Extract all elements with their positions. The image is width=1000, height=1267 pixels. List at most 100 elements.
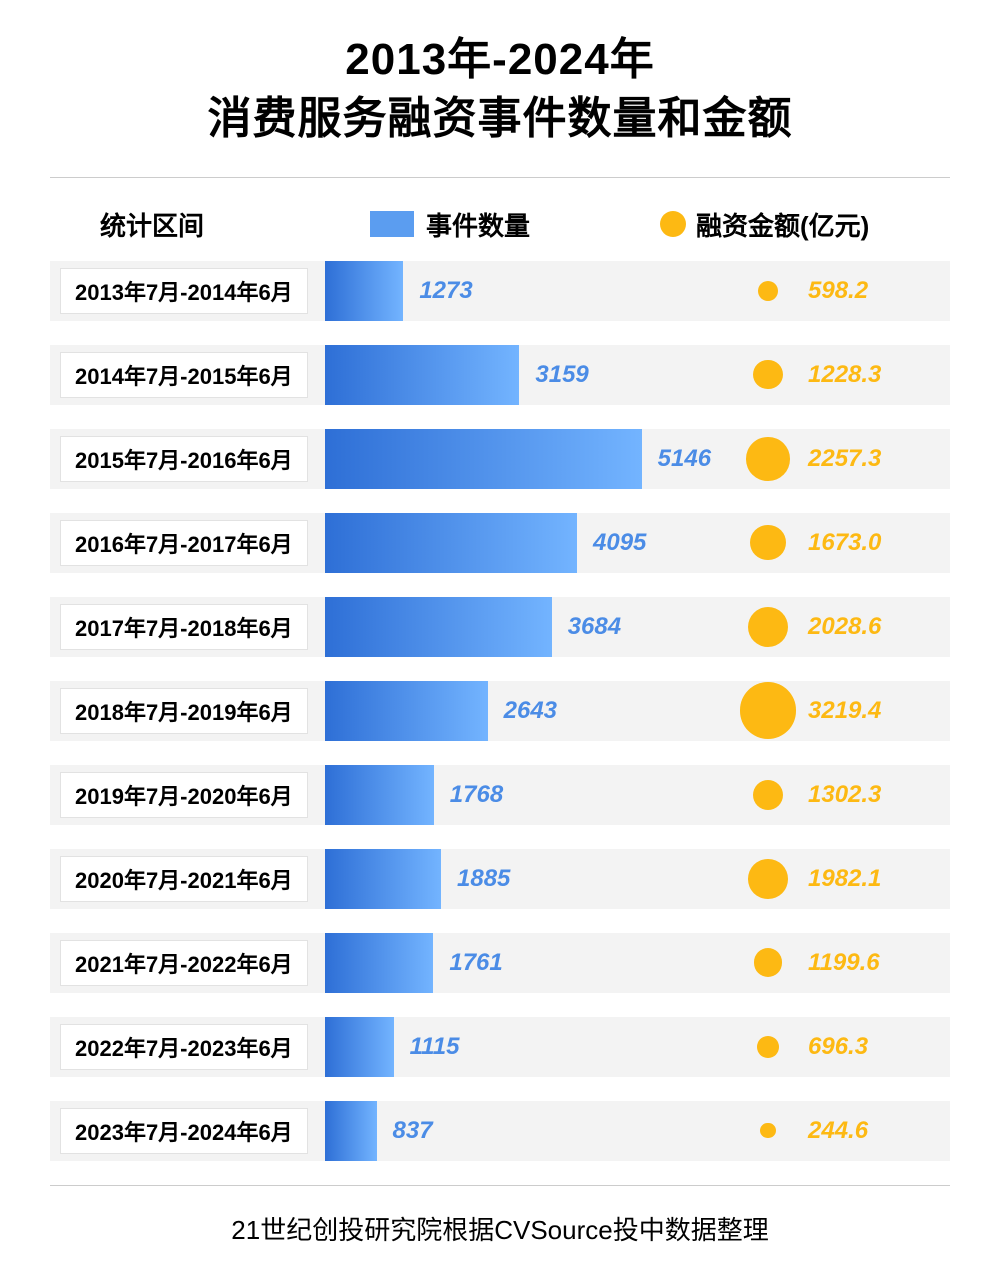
bar-wrap: 1273	[325, 261, 473, 321]
data-row: 2013年7月-2014年6月 1273 598.2	[50, 261, 950, 321]
amount-wrap: 2257.3	[736, 429, 936, 489]
bar-wrap: 3684	[325, 597, 621, 657]
bar-wrap: 3159	[325, 345, 589, 405]
period-label: 2017年7月-2018年6月	[60, 604, 308, 650]
period-label: 2016年7月-2017年6月	[60, 520, 308, 566]
data-row: 2017年7月-2018年6月 3684 2028.6	[50, 597, 950, 657]
data-row: 2018年7月-2019年6月 2643 3219.4	[50, 681, 950, 741]
count-bar	[325, 765, 434, 825]
amount-value: 696.3	[808, 1033, 868, 1061]
amount-circle	[746, 437, 789, 480]
period-label: 2023年7月-2024年6月	[60, 1108, 308, 1154]
amount-wrap: 1228.3	[736, 345, 936, 405]
circle-holder	[736, 360, 800, 389]
amount-value: 2028.6	[808, 613, 881, 641]
amount-wrap: 244.6	[736, 1101, 936, 1161]
count-value: 3684	[568, 613, 621, 641]
count-value: 837	[393, 1117, 433, 1145]
data-row: 2020年7月-2021年6月 1885 1982.1	[50, 849, 950, 909]
count-value: 1761	[449, 949, 502, 977]
count-value: 1273	[419, 277, 472, 305]
chart-title: 2013年-2024年 消费服务融资事件数量和金额	[50, 30, 950, 149]
data-row: 2019年7月-2020年6月 1768 1302.3	[50, 765, 950, 825]
count-bar	[325, 429, 642, 489]
period-label: 2020年7月-2021年6月	[60, 856, 308, 902]
period-label: 2021年7月-2022年6月	[60, 940, 308, 986]
circle-holder	[736, 525, 800, 560]
chart-container: 2013年-2024年 消费服务融资事件数量和金额 统计区间 事件数量 融资金额…	[0, 0, 1000, 1267]
period-label: 2019年7月-2020年6月	[60, 772, 308, 818]
amount-circle	[753, 360, 782, 389]
amount-circle	[757, 1036, 779, 1058]
amount-circle	[750, 525, 785, 560]
legend-bar-swatch	[370, 211, 414, 237]
count-value: 3159	[535, 361, 588, 389]
amount-circle	[748, 859, 788, 899]
amount-circle	[740, 682, 797, 739]
count-value: 1115	[410, 1033, 460, 1061]
amount-wrap: 696.3	[736, 1017, 936, 1077]
count-bar	[325, 597, 552, 657]
period-label: 2018年7月-2019年6月	[60, 688, 308, 734]
bar-wrap: 1115	[325, 1017, 459, 1077]
circle-holder	[736, 948, 800, 977]
amount-wrap: 598.2	[736, 261, 936, 321]
amount-value: 1199.6	[808, 949, 880, 977]
data-row: 2015年7月-2016年6月 5146 2257.3	[50, 429, 950, 489]
amount-wrap: 3219.4	[736, 681, 936, 741]
amount-circle	[758, 281, 778, 301]
circle-holder	[736, 682, 800, 739]
circle-holder	[736, 437, 800, 480]
data-row: 2023年7月-2024年6月 837 244.6	[50, 1101, 950, 1161]
period-label: 2015年7月-2016年6月	[60, 436, 308, 482]
amount-value: 3219.4	[808, 697, 881, 725]
amount-value: 244.6	[808, 1117, 868, 1145]
count-bar	[325, 345, 519, 405]
bar-wrap: 837	[325, 1101, 433, 1161]
legend-count-label: 事件数量	[426, 206, 530, 243]
circle-holder	[736, 859, 800, 899]
bottom-divider	[50, 1185, 950, 1186]
period-label: 2014年7月-2015年6月	[60, 352, 308, 398]
count-bar	[325, 513, 577, 573]
amount-circle	[760, 1123, 775, 1138]
legend-dot-swatch	[660, 211, 686, 237]
legend: 统计区间 事件数量 融资金额(亿元)	[50, 206, 950, 243]
count-bar	[325, 681, 488, 741]
amount-wrap: 1302.3	[736, 765, 936, 825]
amount-circle	[754, 948, 783, 977]
amount-value: 1673.0	[808, 529, 881, 557]
title-line-1: 2013年-2024年	[345, 35, 654, 84]
amount-value: 1982.1	[808, 865, 881, 893]
amount-value: 1302.3	[808, 781, 881, 809]
count-value: 2643	[504, 697, 557, 725]
circle-holder	[736, 1036, 800, 1058]
bar-wrap: 5146	[325, 429, 711, 489]
amount-wrap: 1673.0	[736, 513, 936, 573]
circle-holder	[736, 281, 800, 301]
count-value: 1885	[457, 865, 510, 893]
amount-wrap: 1199.6	[736, 933, 936, 993]
period-label: 2022年7月-2023年6月	[60, 1024, 308, 1070]
count-bar	[325, 933, 433, 993]
bar-wrap: 1761	[325, 933, 503, 993]
amount-value: 1228.3	[808, 361, 881, 389]
count-bar	[325, 849, 441, 909]
data-row: 2014年7月-2015年6月 3159 1228.3	[50, 345, 950, 405]
data-row: 2022年7月-2023年6月 1115 696.3	[50, 1017, 950, 1077]
top-divider	[50, 177, 950, 178]
count-value: 5146	[658, 445, 711, 473]
legend-period-label: 统计区间	[100, 206, 300, 243]
count-bar	[325, 1017, 394, 1077]
amount-value: 2257.3	[808, 445, 881, 473]
period-label: 2013年7月-2014年6月	[60, 268, 308, 314]
amount-wrap: 1982.1	[736, 849, 936, 909]
bar-wrap: 4095	[325, 513, 646, 573]
title-line-2: 消费服务融资事件数量和金额	[208, 94, 793, 143]
bar-wrap: 2643	[325, 681, 557, 741]
circle-holder	[736, 607, 800, 647]
bar-wrap: 1768	[325, 765, 503, 825]
chart-rows: 2013年7月-2014年6月 1273 598.2 2014年7月-2015年6月 3…	[50, 261, 950, 1161]
legend-amount-label: 融资金额(亿元)	[696, 206, 869, 243]
count-bar	[325, 261, 403, 321]
